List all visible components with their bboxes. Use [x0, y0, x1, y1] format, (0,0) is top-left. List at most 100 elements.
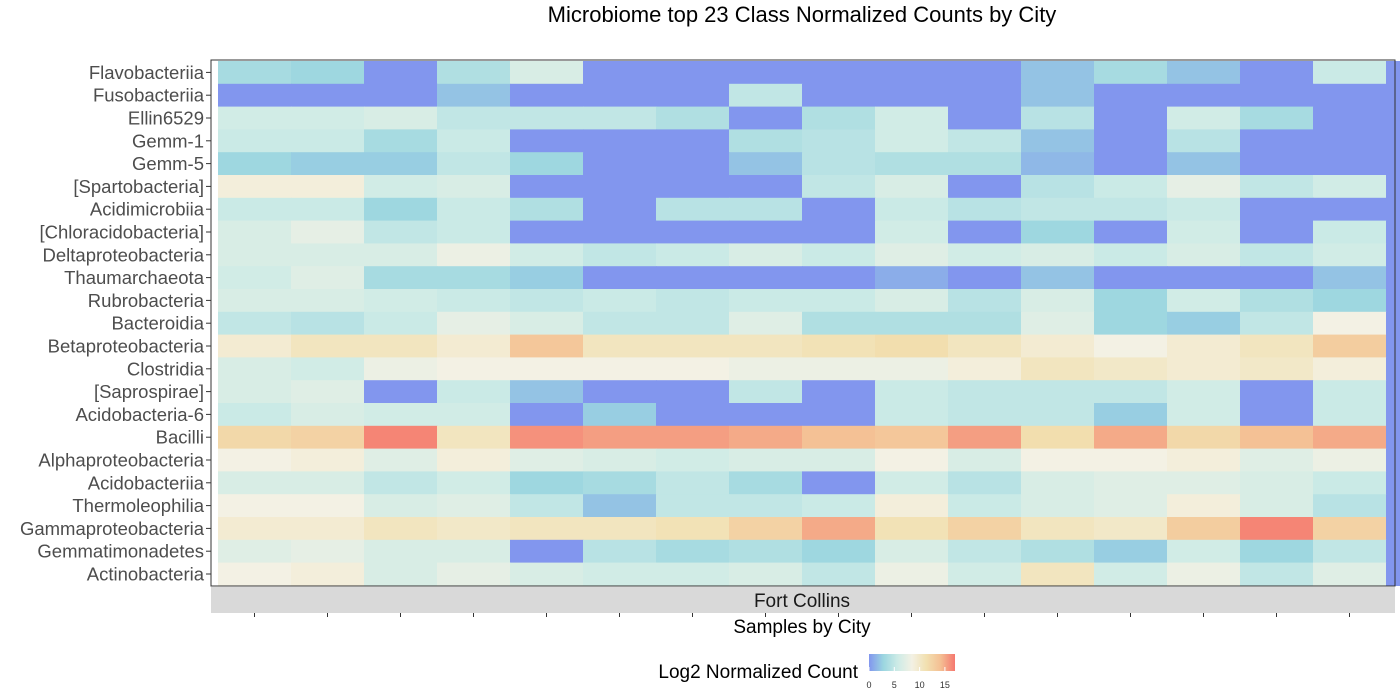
heatmap-cell: [1313, 129, 1387, 153]
heatmap-cell: [364, 471, 438, 495]
heatmap-cell: [1313, 220, 1387, 244]
heatmap-cell: [948, 334, 1022, 358]
heatmap-cell: [437, 471, 511, 495]
heatmap-cell: [1240, 471, 1314, 495]
heatmap-cell: [1094, 357, 1168, 381]
heatmap-cell: [729, 197, 803, 222]
heatmap-cell: [802, 357, 876, 381]
heatmap-cell: [729, 448, 803, 472]
heatmap-cell: [1094, 129, 1168, 153]
heatmap-cell: [583, 129, 657, 153]
heatmap-cell: [583, 175, 657, 199]
heatmap-cell: [583, 83, 657, 108]
heatmap-cell: [1167, 197, 1241, 222]
heatmap-cell: [948, 152, 1022, 176]
heatmap-cell: [948, 129, 1022, 153]
heatmap-cell: [437, 403, 511, 427]
heatmap-cell: [437, 562, 511, 586]
heatmap-cell: [656, 197, 730, 222]
heatmap-cell: [364, 448, 438, 472]
heatmap-cell: [1167, 129, 1241, 153]
heatmap-cell: [1313, 197, 1387, 222]
heatmap-cell: [1313, 425, 1387, 450]
chart-title: Microbiome top 23 Class Normalized Count…: [548, 2, 1057, 27]
heatmap-cell: [1240, 357, 1314, 381]
heatmap-cell: [1094, 425, 1168, 450]
heatmap-cell: [218, 380, 292, 404]
heatmap-cell: [1386, 220, 1400, 244]
heatmap-cell: [510, 539, 584, 564]
heatmap-cell: [583, 494, 657, 518]
heatmap-cell: [510, 517, 584, 541]
row-label: Gammaproteobacteria: [20, 518, 205, 539]
row-label: Bacteroidia: [111, 313, 204, 334]
heatmap-cell: [1021, 425, 1095, 450]
heatmap-cell: [291, 425, 365, 450]
heatmap-cell: [729, 152, 803, 176]
heatmap-cell: [437, 197, 511, 222]
heatmap-cell: [1094, 334, 1168, 358]
heatmap-cell: [1021, 562, 1095, 586]
heatmap-cell: [437, 289, 511, 313]
heatmap-cell: [1313, 403, 1387, 427]
heatmap-cell: [802, 289, 876, 313]
x-axis-ticks: [254, 613, 1350, 617]
row-label: [Chloracidobacteria]: [39, 222, 204, 243]
heatmap-cell: [656, 289, 730, 313]
heatmap-cell: [1386, 129, 1400, 153]
heatmap-cell: [510, 357, 584, 381]
heatmap-cell: [1386, 380, 1400, 404]
heatmap-cell: [656, 83, 730, 108]
heatmap-cell: [1167, 562, 1241, 586]
heatmap-cell: [729, 311, 803, 336]
heatmap-cell: [437, 357, 511, 381]
heatmap-cell: [1021, 129, 1095, 153]
heatmap-cell: [437, 175, 511, 199]
heatmap-cell: [218, 175, 292, 199]
heatmap-cell: [583, 152, 657, 176]
heatmap-cell: [364, 289, 438, 313]
heatmap-cell: [510, 562, 584, 586]
heatmap-cell: [875, 311, 949, 336]
heatmap-cell: [218, 266, 292, 290]
heatmap-cell: [875, 106, 949, 130]
heatmap-cell: [291, 380, 365, 404]
heatmap-cell: [729, 425, 803, 450]
heatmap-cell: [583, 403, 657, 427]
heatmap-cell: [1094, 448, 1168, 472]
heatmap-cell: [1167, 61, 1241, 85]
heatmap-cell: [1313, 175, 1387, 199]
heatmap-cell: [1094, 61, 1168, 85]
heatmap-cell: [875, 357, 949, 381]
heatmap-cell: [291, 517, 365, 541]
heatmap-cell: [1021, 61, 1095, 85]
heatmap-cell: [1021, 403, 1095, 427]
heatmap-cell: [802, 266, 876, 290]
heatmap-cell: [656, 403, 730, 427]
heatmap-cell: [656, 243, 730, 267]
heatmap-cell: [218, 471, 292, 495]
heatmap-cell: [510, 152, 584, 176]
heatmap-cell: [1094, 289, 1168, 313]
heatmap-cell: [1094, 152, 1168, 176]
heatmap-cell: [364, 266, 438, 290]
heatmap-cell: [1386, 175, 1400, 199]
heatmap-cell: [729, 539, 803, 564]
heatmap-cell: [948, 311, 1022, 336]
heatmap-cell: [656, 471, 730, 495]
heatmap-cell: [1167, 517, 1241, 541]
heatmap-cell: [1313, 289, 1387, 313]
row-label: Thaumarchaeota: [64, 267, 205, 288]
heatmap-cell: [1240, 517, 1314, 541]
heatmap-cell: [437, 539, 511, 564]
heatmap-cell: [1386, 243, 1400, 267]
row-label: Gemm-1: [132, 130, 204, 151]
heatmap-cell: [729, 266, 803, 290]
heatmap-cell: [218, 517, 292, 541]
heatmap-cell: [218, 311, 292, 336]
plot-border: [210, 59, 1396, 587]
row-label: Fusobacteriia: [93, 85, 205, 106]
heatmap-cell: [510, 471, 584, 495]
heatmap-cell: [583, 106, 657, 130]
heatmap-cell: [218, 220, 292, 244]
